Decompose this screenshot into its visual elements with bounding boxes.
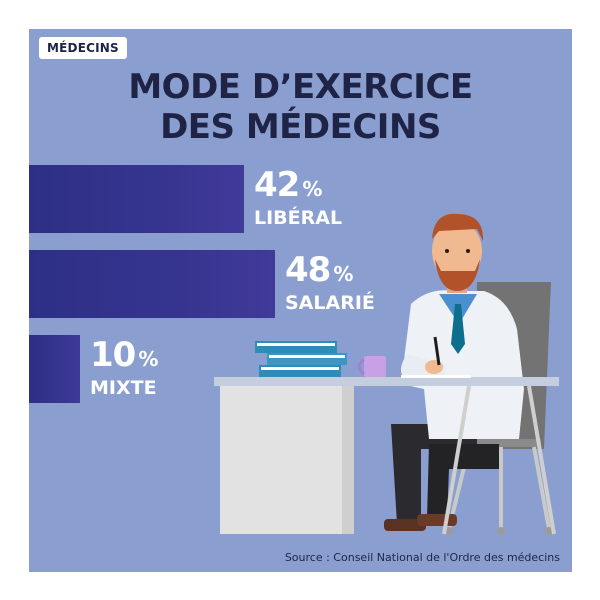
value-number: 42: [254, 165, 300, 205]
value-unit: %: [333, 262, 354, 286]
value-label-salarie: 48%: [285, 250, 353, 290]
category-label-salarie: SALARIÉ: [285, 292, 375, 314]
bar-liberal: [29, 165, 244, 233]
desk: [214, 377, 559, 535]
chart-title: MODE D’EXERCICE DES MÉDECINS: [29, 67, 572, 147]
doctor-at-desk-illustration: [214, 213, 559, 535]
value-unit: %: [138, 347, 159, 371]
stack-of-books: [255, 341, 347, 377]
value-label-mixte: 10%: [90, 335, 158, 375]
title-line-2: DES MÉDECINS: [160, 107, 441, 147]
bar-salarie: [29, 250, 275, 318]
category-label-liberal: LIBÉRAL: [254, 207, 343, 229]
category-label-mixte: MIXTE: [90, 377, 157, 399]
infographic-panel: MÉDECINS MODE D’EXERCICE DES MÉDECINS: [29, 29, 572, 572]
title-line-1: MODE D’EXERCICE: [128, 67, 473, 107]
paper-sheet: [401, 375, 471, 378]
mug: [357, 356, 386, 377]
value-number: 10: [90, 335, 136, 375]
source-note: Source : Conseil National de l'Ordre des…: [284, 551, 560, 564]
value-unit: %: [302, 177, 323, 201]
value-number: 48: [285, 250, 331, 290]
bar-mixte: [29, 335, 80, 403]
category-tag: MÉDECINS: [39, 37, 127, 59]
value-label-liberal: 42%: [254, 165, 322, 205]
